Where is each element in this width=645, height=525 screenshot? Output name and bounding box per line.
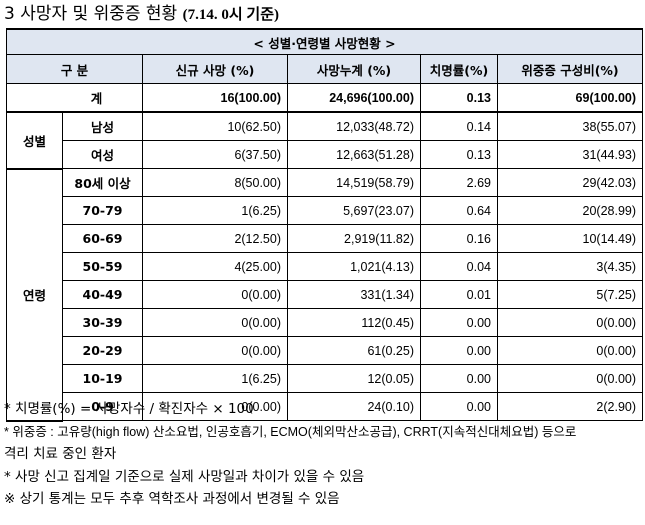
group-label-age: 연령 (6, 168, 63, 422)
footnote-severe-definition: * 위중증 : 고유량(high flow) 산소요법, 인공호흡기, ECMO… (4, 424, 577, 439)
cell-fatality: 0.64 (420, 196, 498, 225)
cell-cum-deaths: 12,663(51.28) (287, 140, 421, 169)
cell-cum-deaths: 14,519(58.79) (287, 168, 421, 197)
cell-fatality: 0.00 (420, 392, 498, 421)
table-row: 10-19 1(6.25) 12(0.05) 0.00 0(0.00) (7, 364, 644, 393)
table-caption: < 성별·연령별 사망현황 > (5, 28, 644, 55)
cell-new-deaths: 1(6.25) (142, 196, 288, 225)
section-title-main: 3 사망자 및 위중증 현황 (4, 4, 178, 24)
row-label: 60-69 (62, 224, 143, 253)
table-row: 연령 80세 이상 8(50.00) 14,519(58.79) 2.69 29… (6, 168, 644, 422)
footnotes: * 치명률(%) = 사망자수 / 확진자수 × 100 * 위중증 : 고유량… (4, 398, 644, 511)
total-fatality: 0.13 (420, 83, 498, 113)
table-row: 50-59 4(25.00) 1,021(4.13) 0.04 3(4.35) (7, 252, 644, 281)
footnote-reporting-date: * 사망 신고 집계일 기준으로 실제 사망일과 차이가 있을 수 있음 (4, 468, 365, 485)
cell-new-deaths: 2(12.50) (142, 224, 288, 253)
header-group: 구 분 (6, 54, 143, 84)
table-row: 40-49 0(0.00) 331(1.34) 0.01 5(7.25) (7, 280, 644, 309)
cell-fatality: 0.14 (420, 111, 498, 141)
table-row: 70-79 1(6.25) 5,697(23.07) 0.64 20(28.99… (7, 196, 644, 225)
cell-new-deaths: 10(62.50) (142, 111, 288, 141)
cell-severe: 3(4.35) (496, 252, 644, 281)
cell-severe: 38(55.07) (496, 111, 644, 141)
row-label: 30-39 (62, 308, 143, 337)
cell-new-deaths: 8(50.00) (142, 168, 288, 197)
cell-fatality: 2.69 (420, 168, 498, 197)
row-label: 남성 (62, 111, 143, 141)
cell-new-deaths: 0(0.00) (142, 308, 288, 337)
total-cum-deaths: 24,696(100.00) (287, 83, 421, 113)
cell-cum-deaths: 12(0.05) (287, 364, 421, 393)
cell-severe: 0(0.00) (496, 336, 644, 365)
header-fatality: 치명률(%) (420, 54, 498, 84)
cell-cum-deaths: 12,033(48.72) (287, 111, 421, 141)
cell-severe: 31(44.93) (496, 140, 644, 169)
footnote-fatality: * 치명률(%) = 사망자수 / 확진자수 × 100 (4, 401, 254, 417)
cell-severe: 2(2.90) (496, 392, 644, 421)
cell-new-deaths: 4(25.00) (142, 252, 288, 281)
cell-new-deaths: 6(37.50) (142, 140, 288, 169)
cell-cum-deaths: 331(1.34) (287, 280, 421, 309)
cell-severe: 20(28.99) (496, 196, 644, 225)
cell-fatality: 0.16 (420, 224, 498, 253)
table-row: 0-9 0(0.00) 24(0.10) 0.00 2(2.90) (7, 392, 644, 421)
total-label: 계 (6, 83, 143, 113)
section-title: 3 사망자 및 위중증 현황 (7.14. 0시 기준) (4, 2, 279, 26)
cell-fatality: 0.00 (420, 336, 498, 365)
cell-cum-deaths: 2,919(11.82) (287, 224, 421, 253)
total-new-deaths: 16(100.00) (142, 83, 288, 113)
cell-cum-deaths: 5,697(23.07) (287, 196, 421, 225)
row-label: 80세 이상 (62, 168, 143, 197)
header-cum-deaths: 사망누계 (%) (287, 54, 421, 84)
cell-fatality: 0.00 (420, 308, 498, 337)
cell-fatality: 0.01 (420, 280, 498, 309)
table-row: 30-39 0(0.00) 112(0.45) 0.00 0(0.00) (7, 308, 644, 337)
cell-new-deaths: 0(0.00) (142, 336, 288, 365)
header-new-deaths: 신규 사망 (%) (142, 54, 288, 84)
header-severe: 위중증 구성비(%) (496, 54, 644, 84)
cell-cum-deaths: 1,021(4.13) (287, 252, 421, 281)
death-statistics-table: < 성별·연령별 사망현황 > 구 분 신규 사망 (%) 사망누계 (%) 치… (5, 28, 644, 422)
table-header-row: 구 분 신규 사망 (%) 사망누계 (%) 치명률(%) 위중증 구성비(%) (6, 54, 644, 84)
row-label: 10-19 (62, 364, 143, 393)
cell-severe: 0(0.00) (496, 308, 644, 337)
cell-new-deaths: 0(0.00) (142, 392, 288, 421)
group-label-sex: 성별 (6, 111, 63, 170)
table-row: 여성 6(37.50) 12,663(51.28) 0.13 31(44.93) (7, 140, 644, 169)
row-label: 20-29 (62, 336, 143, 365)
row-label: 0-9 (62, 392, 143, 421)
cell-fatality: 0.00 (420, 364, 498, 393)
table-row: 20-29 0(0.00) 61(0.25) 0.00 0(0.00) (7, 336, 644, 365)
footnote-severe-continuation: 격리 치료 중인 환자 (4, 446, 117, 462)
cell-fatality: 0.04 (420, 252, 498, 281)
table-caption-row: < 성별·연령별 사망현황 > (5, 28, 644, 55)
footnote-subject-to-change: ※ 상기 통계는 모두 추후 역학조사 과정에서 변경될 수 있음 (4, 491, 340, 507)
table-row-total: 계 16(100.00) 24,696(100.00) 0.13 69(100.… (6, 83, 644, 113)
cell-cum-deaths: 61(0.25) (287, 336, 421, 365)
cell-severe: 0(0.00) (496, 364, 644, 393)
row-label: 70-79 (62, 196, 143, 225)
cell-new-deaths: 1(6.25) (142, 364, 288, 393)
table-row: 60-69 2(12.50) 2,919(11.82) 0.16 10(14.4… (7, 224, 644, 253)
cell-new-deaths: 0(0.00) (142, 280, 288, 309)
table-row: 성별 남성 10(62.50) 12,033(48.72) 0.14 38(55… (6, 111, 644, 170)
total-severe: 69(100.00) (496, 83, 644, 113)
cell-cum-deaths: 112(0.45) (287, 308, 421, 337)
row-label: 40-49 (62, 280, 143, 309)
cell-severe: 10(14.49) (496, 224, 644, 253)
row-label: 여성 (62, 140, 143, 169)
cell-severe: 5(7.25) (496, 280, 644, 309)
row-label: 50-59 (62, 252, 143, 281)
cell-severe: 29(42.03) (496, 168, 644, 197)
section-title-date: (7.14. 0시 기준) (182, 7, 279, 23)
cell-fatality: 0.13 (420, 140, 498, 169)
